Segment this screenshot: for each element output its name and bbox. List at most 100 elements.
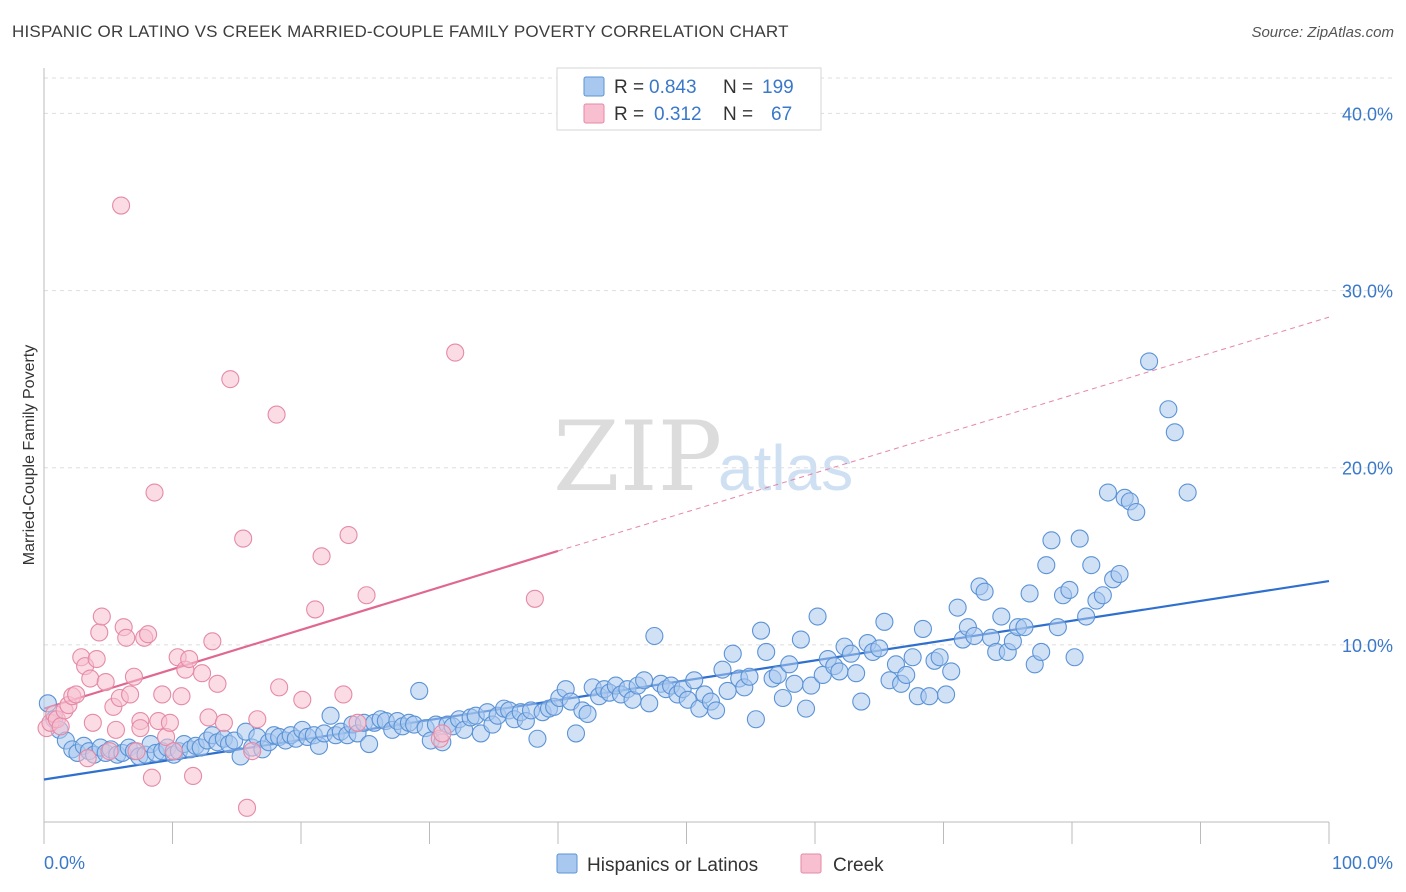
hispanic-point: [948, 598, 967, 617]
creek-point: [78, 749, 97, 768]
creek-point: [357, 586, 376, 605]
hispanic-point: [746, 710, 765, 729]
creek-point: [160, 713, 179, 732]
hispanic-point: [1165, 423, 1184, 442]
y-tick-label: 40.0%: [1342, 104, 1393, 124]
bottom-legend-swatch-hispanic: [556, 853, 578, 874]
creek-point: [164, 742, 183, 761]
creek-point: [221, 370, 240, 389]
chart-title: HISPANIC OR LATINO VS CREEK MARRIED-COUP…: [12, 22, 789, 41]
source-label: Source: ZipAtlas.com: [1251, 24, 1394, 41]
hispanic-point: [920, 687, 939, 706]
bottom-legend: Hispanics or Latinos Creek: [556, 853, 884, 876]
hispanic-point: [785, 674, 804, 693]
creek-point: [142, 768, 161, 787]
hispanic-point: [723, 644, 742, 663]
legend-r-value-hispanic: 0.843: [649, 77, 697, 98]
hispanic-point: [578, 704, 597, 723]
creek-point: [96, 673, 115, 692]
legend-n-value-creek: 67: [771, 104, 792, 125]
creek-point: [145, 483, 164, 502]
hispanic-point: [707, 701, 726, 720]
hispanic-point: [913, 619, 932, 638]
hispanic-point: [1093, 586, 1112, 605]
creek-point: [270, 678, 289, 697]
creek-point: [124, 667, 143, 686]
hispanic-point: [808, 607, 827, 626]
creek-point: [348, 713, 367, 732]
creek-point: [131, 719, 150, 738]
hispanic-point: [870, 639, 889, 658]
creek-point: [153, 685, 172, 704]
creek-point: [90, 623, 109, 642]
creek-point: [243, 742, 262, 761]
creek-point: [234, 529, 253, 548]
hispanic-point: [802, 676, 821, 695]
creek-point: [81, 669, 100, 688]
legend-swatch-creek: [583, 103, 605, 124]
hispanic-point: [1048, 618, 1067, 637]
hispanic-point: [1065, 648, 1084, 667]
hispanic-point: [1032, 642, 1051, 661]
hispanic-point: [640, 694, 659, 713]
hispanic-point: [1037, 556, 1056, 575]
hispanic-point: [1140, 352, 1159, 371]
legend-n-value-hispanic: 199: [762, 77, 794, 98]
hispanic-point: [360, 735, 379, 754]
creek-point: [214, 713, 233, 732]
hispanic-point: [796, 699, 816, 718]
creek-point: [121, 685, 140, 704]
hispanic-point: [1159, 400, 1178, 419]
hispanic-point: [1082, 556, 1101, 575]
creek-point: [51, 717, 70, 736]
y-tick-label: 10.0%: [1342, 636, 1393, 656]
creek-point: [208, 674, 227, 693]
creek-point: [525, 589, 544, 608]
tick-labels: 10.0% 20.0% 30.0% 40.0% 0.0% 100.0%: [44, 104, 1393, 873]
bottom-legend-label-hispanic: Hispanics or Latinos: [587, 855, 758, 876]
x-tick-label: 100.0%: [1332, 853, 1393, 873]
creek-point: [92, 607, 111, 626]
creek-point: [433, 724, 452, 743]
gridlines: [44, 77, 1395, 646]
hispanic-point: [992, 607, 1011, 626]
creek-point: [67, 685, 86, 704]
creek-point: [184, 766, 203, 785]
hispanic-point: [768, 665, 787, 685]
hispanic-point: [773, 688, 792, 708]
legend-r-label-hispanic: R =: [614, 77, 644, 98]
hispanic-point: [852, 692, 871, 711]
creek-point: [127, 742, 146, 761]
hispanic-point: [1060, 580, 1079, 599]
hispanic-point: [930, 648, 949, 667]
data-points: [37, 196, 1197, 817]
bottom-legend-label-creek: Creek: [833, 855, 884, 876]
creek-point: [306, 600, 325, 619]
hispanic-point: [897, 665, 916, 685]
bottom-legend-swatch-creek: [800, 853, 822, 874]
legend-r-value-creek: 0.312: [654, 104, 702, 125]
hispanic-point: [635, 671, 654, 690]
creek-point: [446, 343, 465, 362]
y-tick-label: 30.0%: [1342, 282, 1393, 302]
creek-point: [106, 720, 126, 739]
creek-point: [334, 685, 353, 704]
legend-r-label-creek: R =: [614, 104, 644, 125]
hispanic-point: [903, 648, 922, 667]
axes: [43, 68, 1330, 844]
hispanic-point: [740, 667, 759, 686]
hispanic-point: [1015, 618, 1034, 637]
hispanic-point: [1098, 483, 1118, 502]
creek-point: [100, 742, 119, 761]
hispanic-point: [757, 642, 776, 661]
x-tick-label: 0.0%: [44, 853, 85, 873]
creek-point: [112, 196, 131, 215]
creek-point: [312, 547, 331, 566]
hispanic-point: [830, 662, 849, 681]
legend-n-label-hispanic: N =: [723, 77, 753, 98]
y-tick-label: 20.0%: [1342, 459, 1393, 479]
hispanic-point: [321, 706, 340, 725]
creek-point: [203, 632, 222, 651]
hispanic-point: [780, 655, 799, 674]
